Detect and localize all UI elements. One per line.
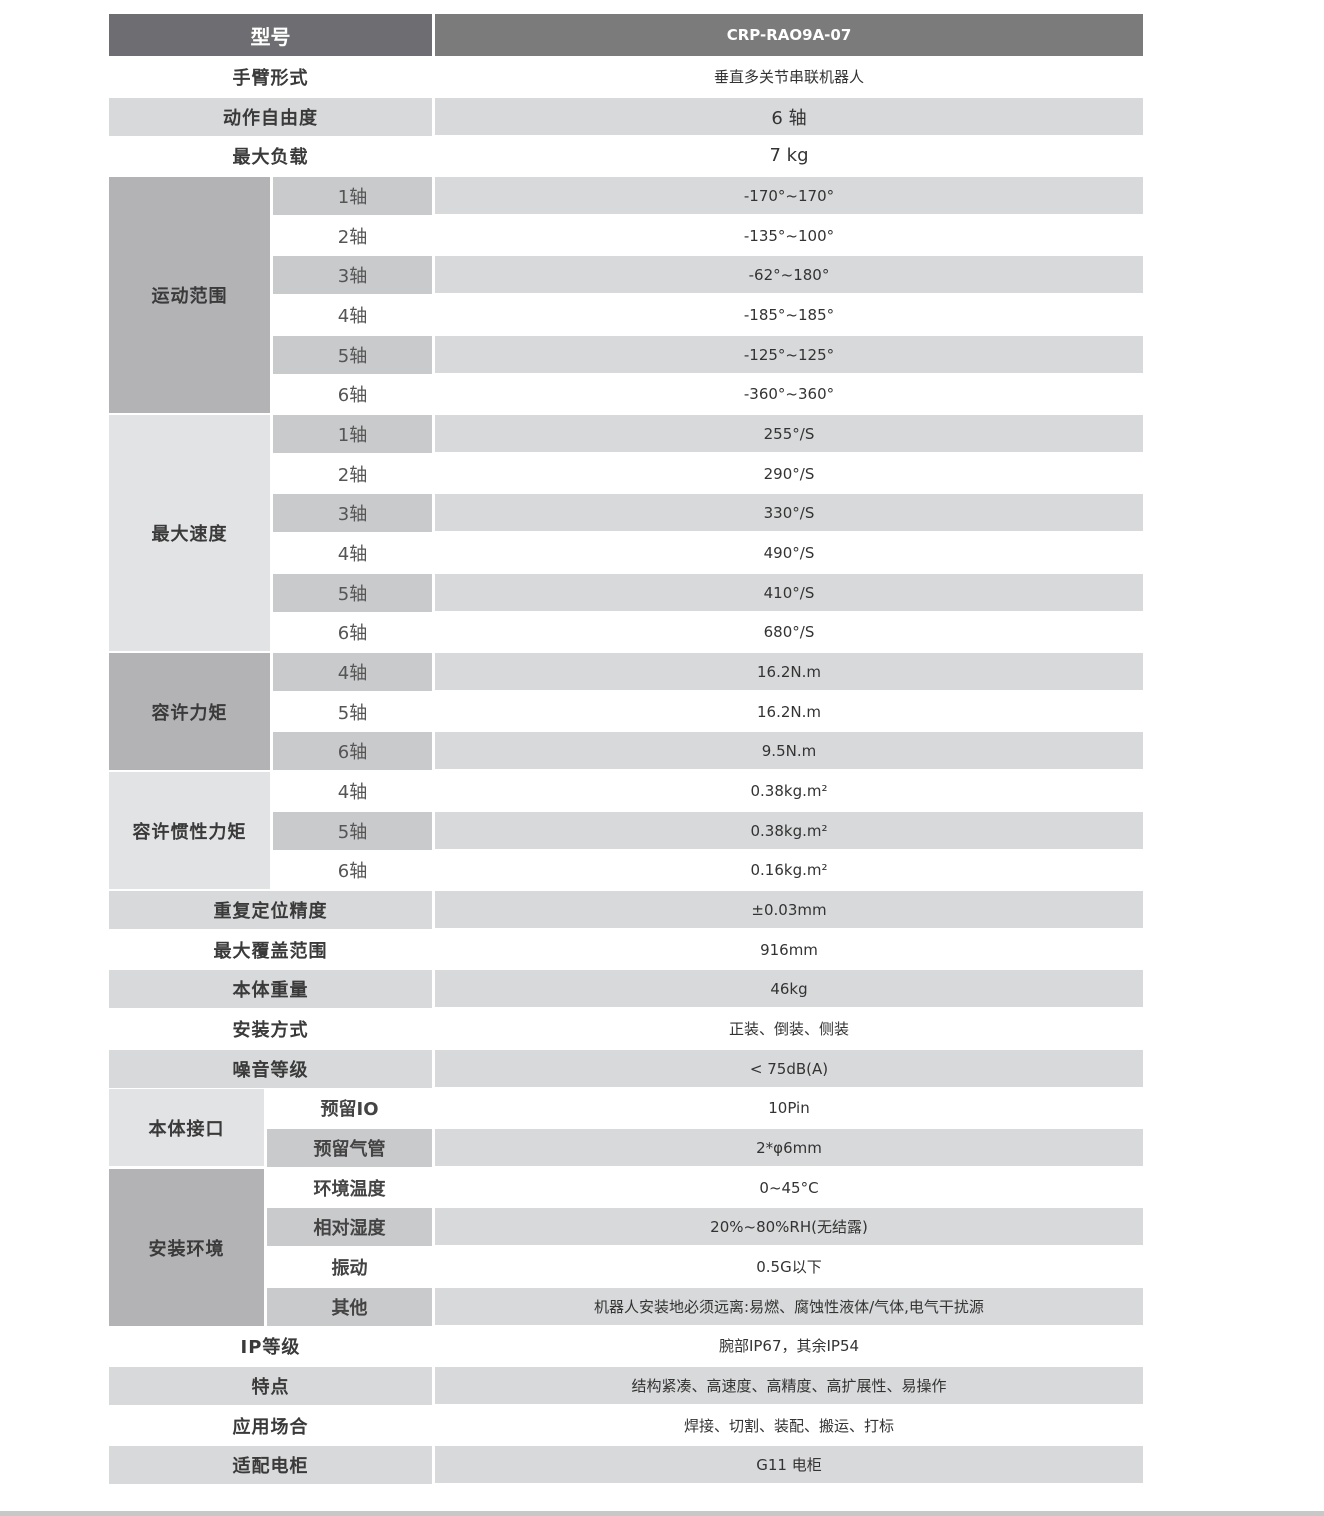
spec-value: 0.38kg.m²	[750, 781, 828, 800]
bottom-divider	[0, 1511, 1324, 1516]
group-label: 安装环境	[109, 1169, 264, 1326]
spec-label: 特点	[109, 1367, 432, 1405]
spec-label: 重复定位精度	[109, 891, 432, 929]
spec-value: 0.16kg.m²	[750, 860, 828, 879]
sub-label: 预留气管	[267, 1129, 432, 1167]
header-label: 型号	[109, 14, 432, 56]
spec-value: -62°~180°	[435, 256, 1143, 293]
spec-value: 16.2N.m	[435, 653, 1143, 690]
sub-label: 4轴	[337, 544, 368, 565]
spec-value: -125°~125°	[435, 336, 1143, 373]
spec-value: 490°/S	[763, 543, 815, 562]
header-model: CRP-RAO9A-07	[435, 14, 1143, 56]
spec-value: 20%~80%RH(无结露)	[435, 1208, 1143, 1245]
spec-value: 330°/S	[435, 494, 1143, 531]
spec-label: 适配电柜	[109, 1446, 432, 1484]
sub-label: 预留IO	[320, 1099, 379, 1120]
spec-label: 噪音等级	[109, 1050, 432, 1088]
spec-value: < 75dB(A)	[435, 1050, 1143, 1087]
spec-value: 9.5N.m	[435, 732, 1143, 769]
spec-label: 动作自由度	[109, 98, 432, 136]
sub-label: 5轴	[273, 574, 432, 612]
sub-label: 4轴	[337, 782, 368, 803]
sub-label: 5轴	[273, 812, 432, 850]
spec-value: 916mm	[760, 940, 818, 959]
spec-label: 安装方式	[232, 1020, 309, 1041]
spec-value: -135°~100°	[743, 226, 835, 245]
spec-label: 应用场合	[232, 1417, 309, 1438]
sub-label: 环境温度	[313, 1179, 386, 1200]
sub-label: 6轴	[337, 385, 368, 406]
spec-value: -185°~185°	[743, 305, 835, 324]
sub-label: 振动	[331, 1258, 368, 1279]
spec-value: 0.5G以下	[756, 1258, 822, 1276]
spec-value: 结构紧凑、高速度、高精度、高扩展性、易操作	[435, 1367, 1143, 1404]
spec-label: 最大负载	[232, 147, 309, 168]
spec-value: 255°/S	[435, 415, 1143, 452]
spec-label: IP等级	[240, 1337, 301, 1358]
spec-value: -170°~170°	[435, 177, 1143, 214]
sub-label: 5轴	[337, 703, 368, 724]
spec-value: 10Pin	[768, 1098, 810, 1117]
spec-label: 手臂形式	[232, 68, 309, 89]
spec-value: 焊接、切割、装配、搬运、打标	[683, 1417, 894, 1435]
spec-value: 腕部IP67，其余IP54	[718, 1337, 860, 1355]
sub-label: 3轴	[273, 256, 432, 294]
sub-label: 其他	[267, 1288, 432, 1326]
sub-label: 4轴	[337, 306, 368, 327]
group-label: 运动范围	[109, 177, 270, 413]
spec-value: 46kg	[435, 970, 1143, 1007]
spec-value: 正装、倒装、侧装	[728, 1020, 849, 1038]
sub-label: 2轴	[337, 465, 368, 486]
sub-label: 1轴	[273, 415, 432, 453]
spec-value: 410°/S	[435, 574, 1143, 611]
sub-label: 4轴	[273, 653, 432, 691]
spec-label: 本体重量	[109, 970, 432, 1008]
spec-value: 680°/S	[763, 622, 815, 641]
group-label: 容许力矩	[109, 653, 270, 770]
spec-value: 16.2N.m	[757, 702, 821, 721]
group-label: 本体接口	[109, 1089, 264, 1166]
spec-label: 最大覆盖范围	[213, 941, 328, 962]
sub-label: 相对湿度	[267, 1208, 432, 1246]
sub-label: 6轴	[337, 623, 368, 644]
spec-value: 机器人安装地必须远离:易燃、腐蚀性液体/气体,电气干扰源	[435, 1288, 1143, 1325]
spec-value: -360°~360°	[743, 384, 835, 403]
spec-value: 2*φ6mm	[435, 1129, 1143, 1166]
spec-value: 垂直多关节串联机器人	[713, 68, 864, 86]
sub-label: 6轴	[273, 732, 432, 770]
sub-label: 6轴	[337, 861, 368, 882]
spec-value: 0~45°C	[759, 1178, 819, 1197]
spec-value: 290°/S	[763, 464, 815, 483]
spec-value: G11 电柜	[435, 1446, 1143, 1483]
spec-value: 6 轴	[435, 98, 1143, 135]
spec-value: 7 kg	[769, 145, 809, 166]
sub-label: 2轴	[337, 227, 368, 248]
sub-label: 3轴	[273, 494, 432, 532]
sub-label: 1轴	[273, 177, 432, 215]
sub-label: 5轴	[273, 336, 432, 374]
spec-value: 0.38kg.m²	[435, 812, 1143, 849]
group-label: 最大速度	[109, 415, 270, 651]
spec-value: ±0.03mm	[435, 891, 1143, 928]
group-label: 容许惯性力矩	[109, 772, 270, 889]
